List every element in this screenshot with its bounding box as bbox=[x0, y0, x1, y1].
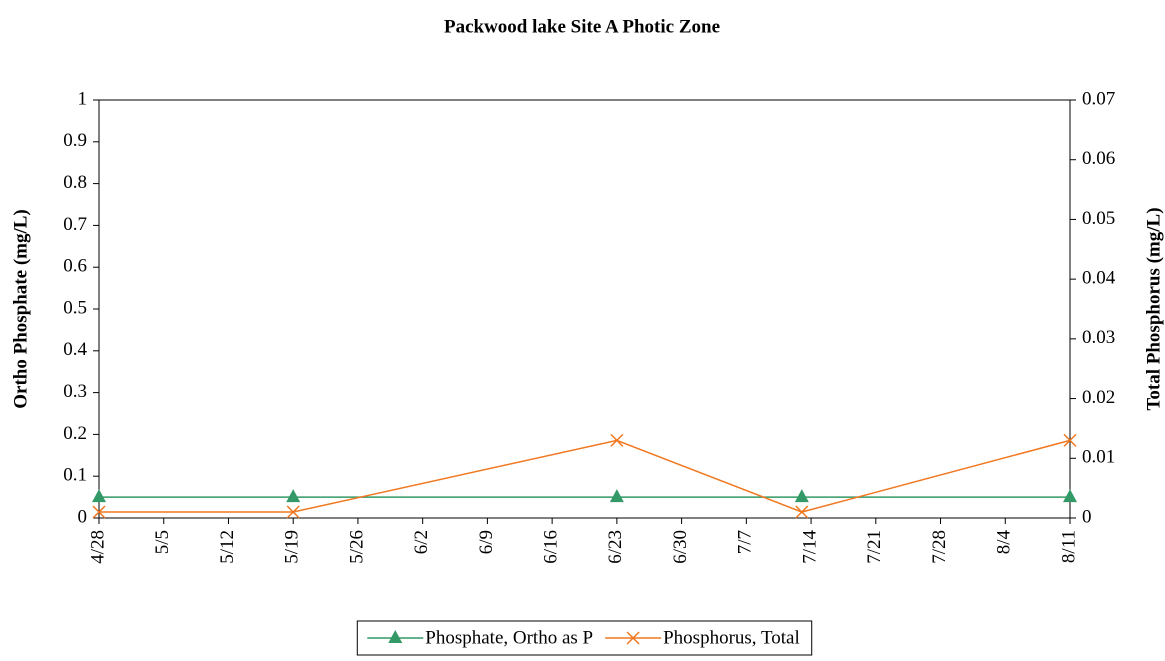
y2-tick-label: 0.07 bbox=[1082, 88, 1115, 109]
x-tick-label: 6/2 bbox=[411, 530, 432, 554]
y2-tick-label: 0.06 bbox=[1082, 148, 1115, 169]
marker bbox=[92, 505, 106, 519]
y-tick-label: 0.9 bbox=[63, 130, 87, 151]
legend-box bbox=[356, 620, 813, 656]
legend-symbol bbox=[626, 631, 640, 645]
legend-symbol bbox=[388, 630, 403, 643]
legend-marker bbox=[388, 630, 403, 643]
x-tick-label: 4/28 bbox=[87, 530, 108, 564]
x-tick-label: 5/5 bbox=[152, 530, 173, 554]
x-tick-label: 7/21 bbox=[864, 530, 885, 564]
y-tick-label: 0.6 bbox=[63, 256, 87, 277]
y-tick-label: 0.8 bbox=[63, 172, 87, 193]
marker bbox=[609, 489, 624, 503]
x-tick-label: 7/7 bbox=[735, 530, 756, 554]
legend-label: Phosphate, Ortho as P bbox=[425, 627, 593, 648]
marker bbox=[1063, 433, 1077, 447]
legend-marker bbox=[626, 631, 640, 645]
chart-title: Packwood lake Site A Photic Zone bbox=[444, 16, 720, 37]
x-tick-label: 5/19 bbox=[282, 530, 303, 564]
y2-axis-label: Total Phosphorus (mg/L) bbox=[1143, 207, 1164, 410]
plot-area bbox=[98, 99, 1071, 519]
x-tick-label: 5/26 bbox=[346, 530, 367, 564]
y2-tick-label: 0.05 bbox=[1082, 208, 1115, 229]
x-tick-label: 5/12 bbox=[217, 530, 238, 564]
x-tick-label: 6/16 bbox=[540, 530, 561, 564]
y-tick-label: 0.3 bbox=[63, 381, 87, 402]
y2-tick-label: 0 bbox=[1082, 506, 1092, 527]
y-tick-label: 0.4 bbox=[63, 339, 87, 360]
series-line bbox=[99, 439, 1071, 513]
y2-tick-label: 0.02 bbox=[1082, 387, 1115, 408]
marker bbox=[610, 433, 624, 447]
marker bbox=[795, 505, 809, 519]
y-tick-label: 0.2 bbox=[63, 423, 87, 444]
y-tick-label: 0 bbox=[78, 506, 88, 527]
legend-label: Phosphorus, Total bbox=[663, 627, 800, 648]
y-axis-label: Ortho Phosphate (mg/L) bbox=[10, 209, 31, 409]
x-tick-label: 8/11 bbox=[1058, 530, 1079, 563]
y2-tick-label: 0.03 bbox=[1082, 327, 1115, 348]
y2-tick-label: 0.01 bbox=[1082, 447, 1115, 468]
marker bbox=[92, 489, 106, 503]
x-tick-label: 7/14 bbox=[799, 530, 820, 564]
marker bbox=[794, 489, 809, 503]
y2-tick-label: 0.04 bbox=[1082, 268, 1116, 289]
y-tick-label: 0.7 bbox=[63, 214, 87, 235]
x-tick-label: 7/28 bbox=[929, 530, 950, 564]
marker bbox=[286, 505, 300, 519]
y-tick-label: 1 bbox=[78, 88, 88, 109]
x-tick-label: 6/23 bbox=[605, 530, 626, 564]
x-tick-label: 6/30 bbox=[670, 530, 691, 564]
marker bbox=[1063, 489, 1077, 503]
x-tick-label: 8/4 bbox=[994, 530, 1015, 555]
y-tick-label: 0.5 bbox=[63, 297, 87, 318]
x-tick-label: 6/9 bbox=[476, 530, 497, 554]
legend: Phosphate, Ortho as P Phosphorus, Total bbox=[356, 620, 813, 656]
y-tick-label: 0.1 bbox=[63, 465, 87, 486]
marker bbox=[286, 489, 301, 503]
